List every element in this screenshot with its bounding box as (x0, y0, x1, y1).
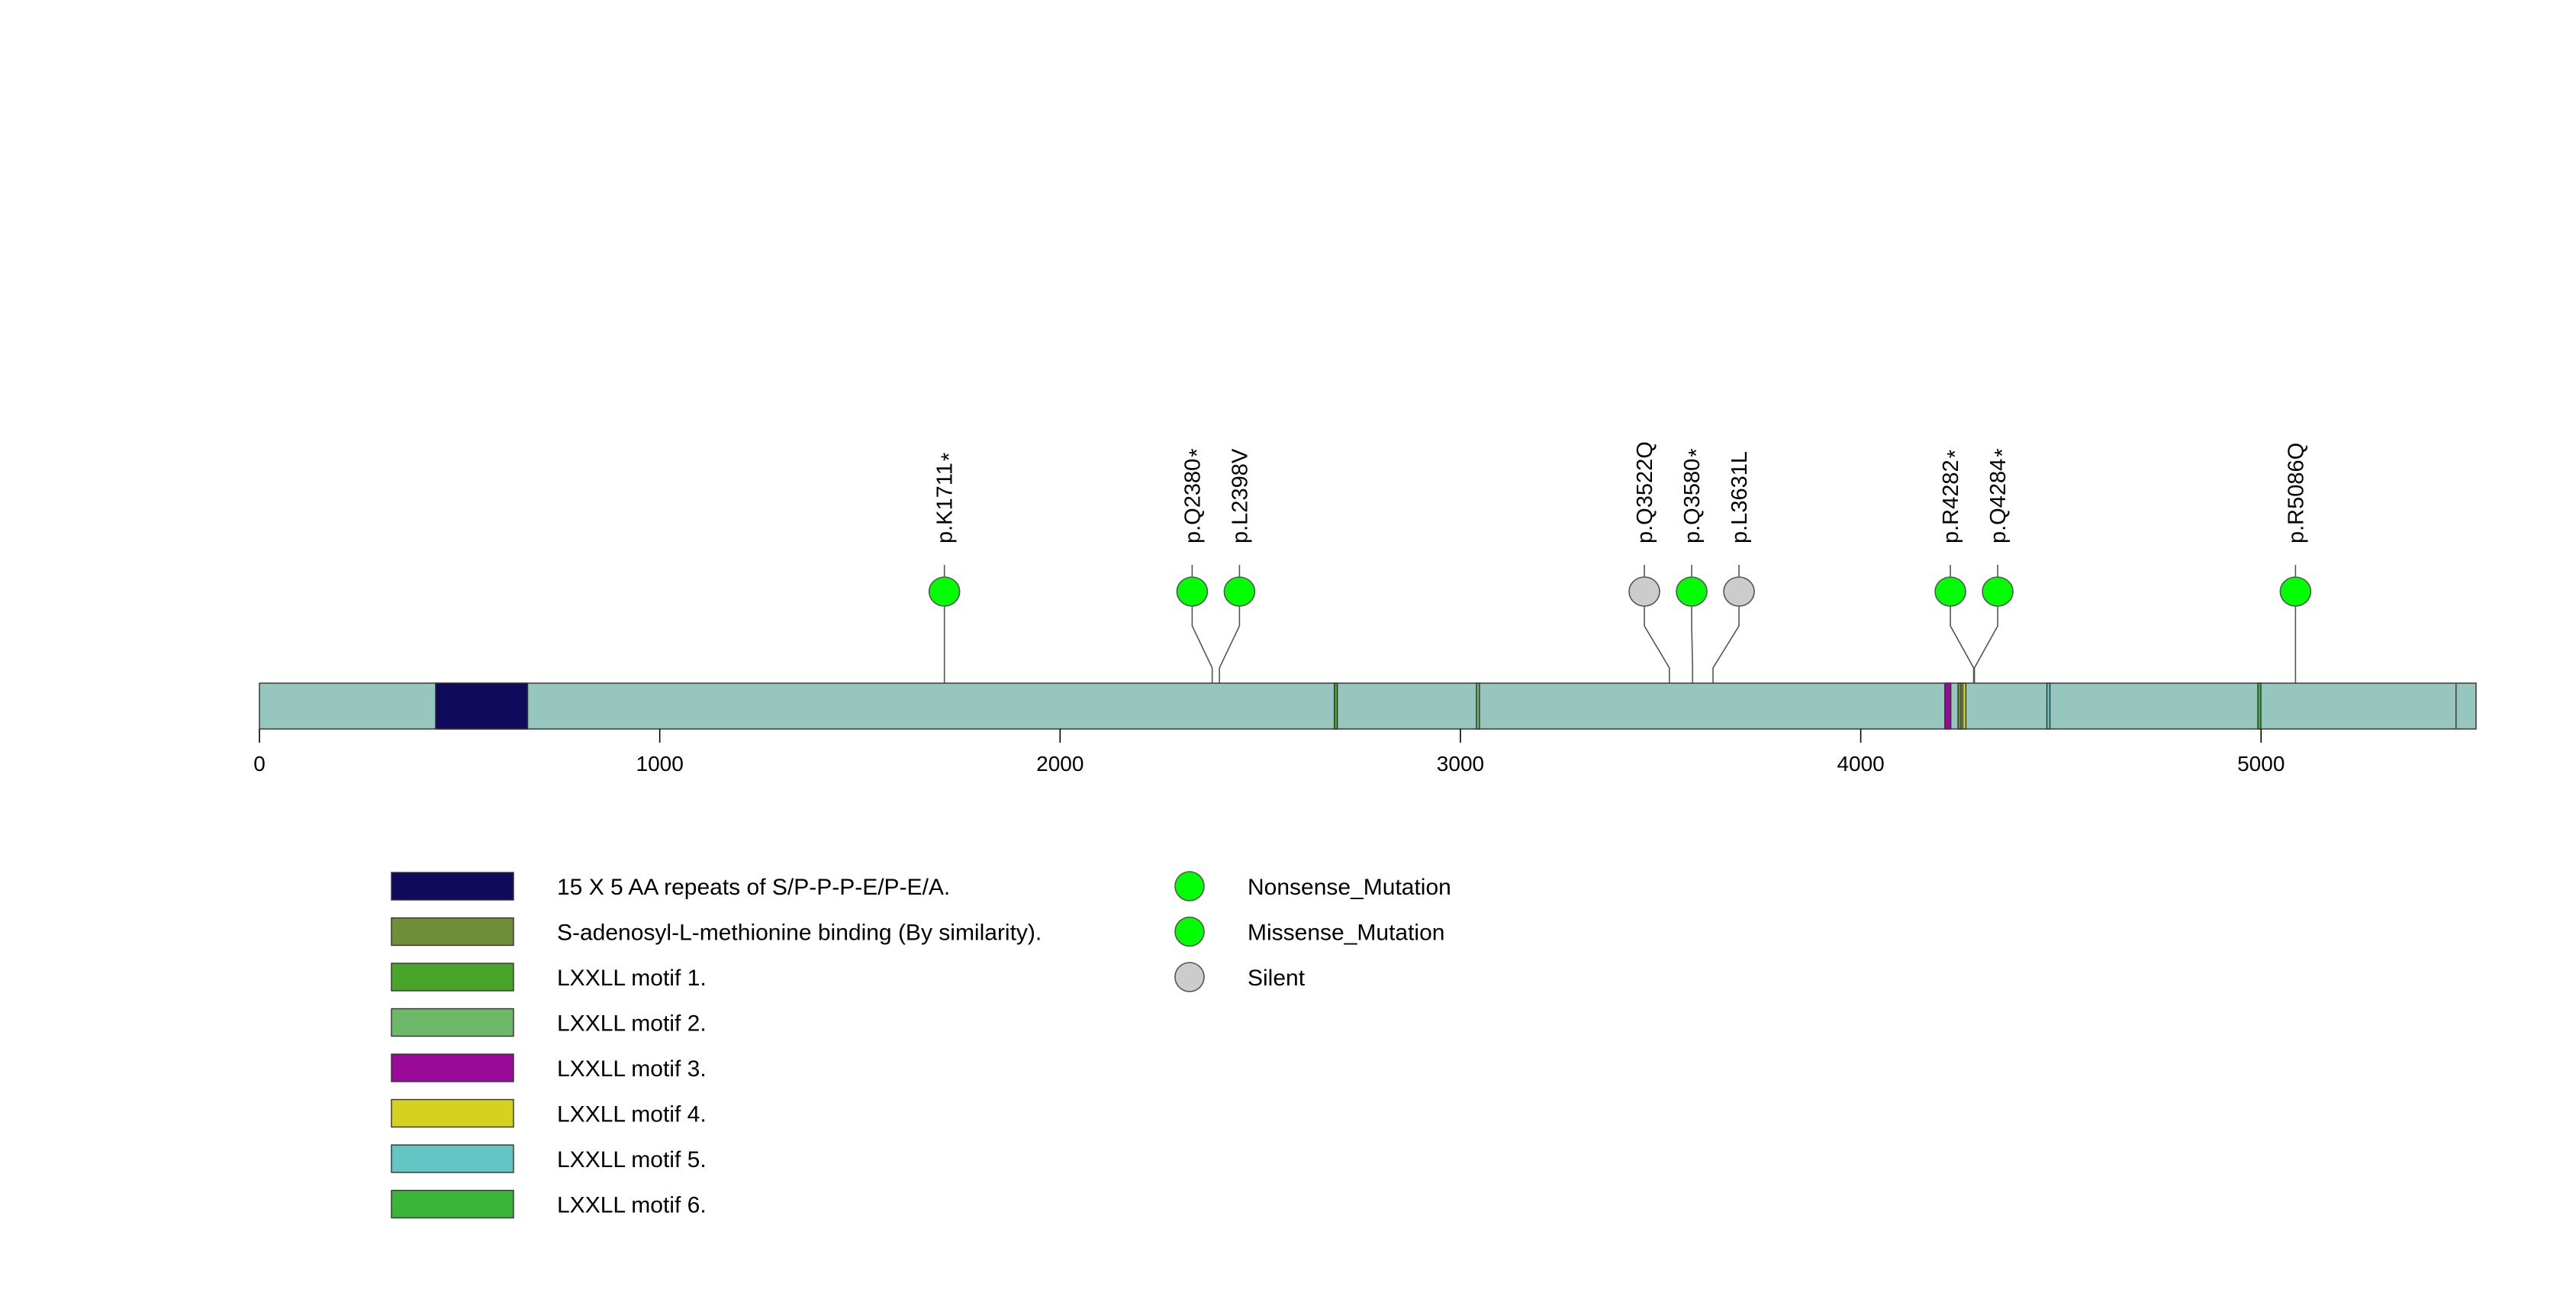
mutation-labels: p.K1711* p.Q2380* p.L2398V p.Q3522Q p.Q3580*… (933, 441, 2309, 543)
legend-label: Missense_Mutation (1248, 921, 1444, 946)
x-axis: 0 1000 2000 3000 4000 5000 (253, 729, 2285, 776)
mutation-head (1982, 576, 2014, 607)
mutation-legend: Nonsense_Mutation Missense_Mutation Silent (1174, 871, 1451, 992)
domain-block (435, 682, 529, 730)
mutation-head (1934, 576, 1966, 607)
x-tick-label: 4000 (1837, 752, 1884, 776)
domain-block (1962, 682, 1967, 730)
legend-label: Silent (1248, 966, 1306, 991)
legend-marker (1174, 871, 1205, 901)
x-tick-label: 1000 (636, 752, 684, 776)
mutation-label: p.K1711* (933, 453, 962, 543)
backbone-bar (259, 682, 2477, 730)
legend-label: LXXLL motif 4. (557, 1102, 707, 1127)
legend-label: 15 X 5 AA repeats of S/P-P-P-E/P-E/A. (557, 875, 950, 900)
domain-block (1944, 682, 1952, 730)
mutation-head (1223, 576, 1256, 607)
legend-swatch (391, 1098, 514, 1128)
mutation-label: p.Q4284* (1986, 448, 2015, 543)
mutation-heads (928, 576, 2312, 607)
legend-marker (1174, 962, 1205, 992)
mutation-head (1676, 576, 1708, 607)
protein-domains (435, 682, 2262, 730)
domain-block (1476, 682, 1480, 730)
mutation-head (1723, 576, 1755, 607)
legend-label: LXXLL motif 1. (557, 966, 707, 991)
mutation-label: p.L3631L (1728, 451, 1752, 543)
legend-swatch (391, 1189, 514, 1219)
mutation-label: p.L2398V (1228, 448, 1252, 543)
domain-legend: 15 X 5 AA repeats of S/P-P-P-E/P-E/A. S-a… (391, 872, 1042, 1219)
legend-label: LXXLL motif 2. (557, 1011, 707, 1037)
mutation-head (928, 576, 961, 607)
x-tick-label: 0 (253, 752, 266, 776)
mutation-head (1628, 576, 1660, 607)
mutation-label: p.R4282* (1939, 450, 1968, 543)
domain-block (2257, 682, 2262, 730)
mutation-label: p.Q3522Q (1633, 441, 1657, 543)
legend-label: LXXLL motif 6. (557, 1193, 707, 1218)
mutation-head (2279, 576, 2312, 607)
legend-label: LXXLL motif 5. (557, 1147, 707, 1172)
legend-swatch (391, 963, 514, 992)
legend-swatch (391, 1008, 514, 1037)
domain-block (2046, 682, 2051, 730)
protein-backbone (259, 682, 2477, 730)
legend-swatch (391, 1144, 514, 1173)
mutation-label: p.Q3580* (1680, 448, 1709, 543)
legend-label: S-adenosyl-L-methionine binding (By simi… (557, 921, 1042, 946)
legend-swatch (391, 917, 514, 947)
legend-swatch (391, 872, 514, 901)
mutation-label: p.R5086Q (2284, 443, 2308, 543)
domain-block (1333, 682, 1338, 730)
mutation-label: p.Q2380* (1180, 448, 1209, 543)
legend-label: Nonsense_Mutation (1248, 875, 1451, 900)
legend-swatch (391, 1053, 514, 1082)
mutation-head (1176, 576, 1209, 607)
x-tick-label: 3000 (1437, 752, 1484, 776)
domain-block (1957, 682, 1962, 730)
legend-label: LXXLL motif 3. (557, 1056, 707, 1082)
x-tick-label: 5000 (2237, 752, 2285, 776)
x-tick-label: 2000 (1036, 752, 1084, 776)
legend-marker (1174, 916, 1205, 947)
